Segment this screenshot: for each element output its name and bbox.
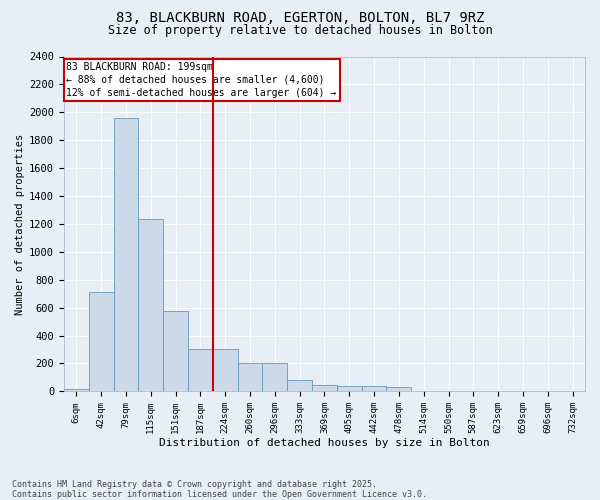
- Bar: [560, 390, 585, 392]
- Bar: [461, 390, 486, 392]
- Bar: [139, 219, 163, 392]
- Bar: [486, 390, 511, 392]
- Text: Size of property relative to detached houses in Bolton: Size of property relative to detached ho…: [107, 24, 493, 37]
- Text: Contains HM Land Registry data © Crown copyright and database right 2025.
Contai: Contains HM Land Registry data © Crown c…: [12, 480, 427, 499]
- Text: 83, BLACKBURN ROAD, EGERTON, BOLTON, BL7 9RZ: 83, BLACKBURN ROAD, EGERTON, BOLTON, BL7…: [116, 11, 484, 25]
- Bar: [163, 311, 188, 392]
- Bar: [312, 385, 337, 392]
- Bar: [436, 390, 461, 392]
- X-axis label: Distribution of detached houses by size in Bolton: Distribution of detached houses by size …: [159, 438, 490, 448]
- Bar: [89, 292, 113, 392]
- Text: 83 BLACKBURN ROAD: 199sqm
← 88% of detached houses are smaller (4,600)
12% of se: 83 BLACKBURN ROAD: 199sqm ← 88% of detac…: [67, 62, 337, 98]
- Bar: [386, 387, 411, 392]
- Bar: [64, 390, 89, 392]
- Bar: [113, 118, 139, 392]
- Y-axis label: Number of detached properties: Number of detached properties: [15, 134, 25, 314]
- Bar: [213, 349, 238, 392]
- Bar: [188, 349, 213, 392]
- Bar: [411, 390, 436, 392]
- Bar: [535, 390, 560, 392]
- Bar: [262, 364, 287, 392]
- Bar: [511, 390, 535, 392]
- Bar: [238, 364, 262, 392]
- Bar: [287, 380, 312, 392]
- Bar: [337, 386, 362, 392]
- Bar: [362, 386, 386, 392]
